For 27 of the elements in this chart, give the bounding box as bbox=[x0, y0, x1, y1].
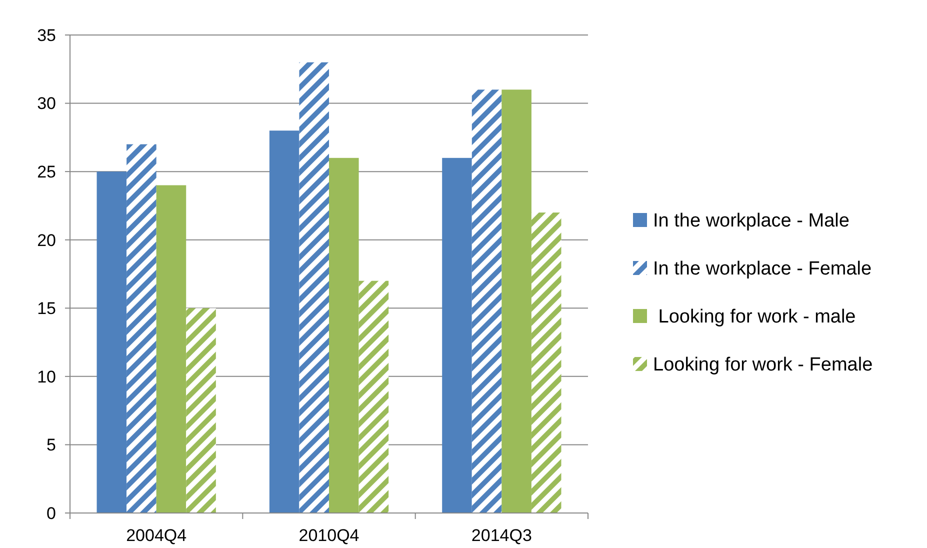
x-tick-label: 2014Q3 bbox=[471, 526, 532, 545]
bar bbox=[442, 158, 472, 513]
bar bbox=[358, 280, 389, 513]
x-tick-label: 2004Q4 bbox=[126, 526, 187, 545]
bar bbox=[329, 158, 359, 513]
y-tick-label: 30 bbox=[37, 94, 56, 114]
bar bbox=[156, 185, 186, 513]
y-tick-label: 0 bbox=[46, 504, 56, 523]
x-tick-label: 2010Q4 bbox=[298, 526, 360, 545]
y-tick-label: 5 bbox=[46, 436, 56, 455]
bar bbox=[299, 62, 329, 513]
bar bbox=[472, 90, 502, 513]
bar bbox=[126, 144, 156, 513]
legend-label: Looking for work - Female bbox=[653, 354, 873, 376]
y-tick-label: 20 bbox=[37, 230, 56, 250]
legend-label: In the workplace - Female bbox=[653, 258, 872, 280]
bar bbox=[502, 90, 532, 513]
bar bbox=[269, 130, 300, 513]
bar bbox=[186, 308, 216, 513]
bar bbox=[96, 172, 127, 513]
legend-label: In the workplace - Male bbox=[653, 210, 850, 232]
y-tick-label: 25 bbox=[37, 162, 56, 182]
y-tick-label: 15 bbox=[37, 299, 56, 318]
y-tick-label: 35 bbox=[37, 26, 56, 45]
bar bbox=[531, 212, 562, 513]
y-tick-label: 10 bbox=[37, 367, 56, 386]
legend-label: Looking for work - male bbox=[653, 306, 856, 328]
